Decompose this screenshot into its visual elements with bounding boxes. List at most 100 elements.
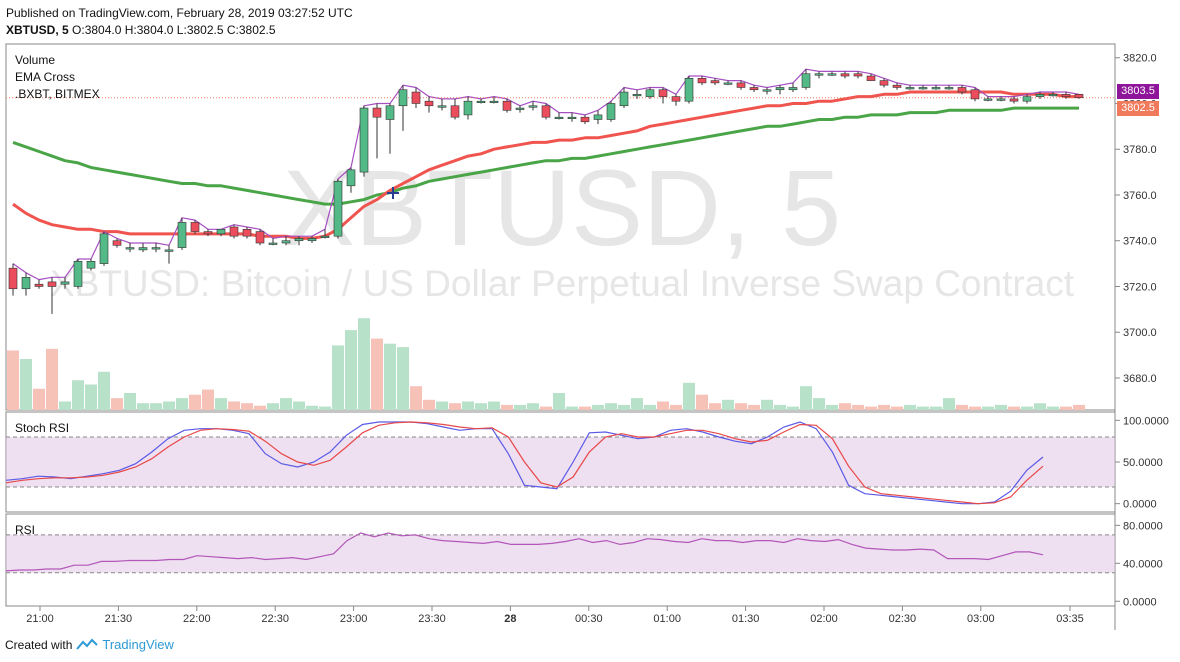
volume-bar — [774, 404, 786, 410]
volume-bar — [852, 404, 864, 410]
candle-body — [73, 261, 83, 287]
candle-body — [255, 231, 265, 244]
candle-body — [697, 78, 707, 84]
low-label: L: — [176, 23, 187, 37]
volume-bar — [33, 388, 45, 410]
candle-body — [1022, 96, 1032, 102]
candle-body — [1061, 94, 1071, 97]
series-line-k — [5, 421, 1044, 505]
candle-body — [190, 222, 200, 232]
price-tick-label: 3740.0 — [1123, 236, 1157, 248]
series-line-rsi — [5, 532, 1044, 572]
candle-body — [775, 87, 785, 91]
close-value: 3802.5 — [238, 23, 276, 37]
time-tick-label: 02:00 — [810, 613, 838, 625]
volume-bar — [20, 359, 32, 410]
volume-bar — [241, 403, 253, 410]
candle-body — [554, 116, 564, 119]
volume-bar — [787, 406, 799, 410]
published-line: Published on TradingView.com, February 2… — [6, 6, 353, 20]
legend-volume[interactable]: Volume — [15, 53, 56, 67]
candle-body — [801, 73, 811, 88]
candle-body — [359, 107, 369, 173]
candle-body — [632, 94, 642, 97]
candle-body — [606, 103, 616, 120]
volume-bar — [150, 403, 162, 410]
indicator-lines — [5, 68, 1115, 572]
volume-bar — [137, 403, 149, 410]
legend-bxbt[interactable]: .BXBT, BITMEX — [15, 87, 100, 101]
time-tick-label: 00:30 — [575, 613, 603, 625]
ema-value-badge: 3803.5 — [1117, 84, 1159, 99]
candle-body — [541, 105, 551, 118]
volume-bar — [1047, 406, 1059, 410]
candle-body — [1009, 98, 1019, 102]
candle-body — [710, 80, 720, 84]
tradingview-brand[interactable]: TradingView — [102, 637, 174, 652]
candle-body — [450, 105, 460, 118]
indicator-tick-label: 0.0000 — [1123, 499, 1157, 511]
price-tick-label: 3700.0 — [1123, 327, 1157, 339]
low-value: 3802.5 — [186, 23, 224, 37]
candle-body — [281, 240, 291, 244]
indicator-bands — [6, 436, 1115, 574]
candle-body — [112, 240, 122, 246]
volume-bar — [1021, 406, 1033, 410]
candle-body — [970, 89, 980, 100]
volume-bar — [72, 380, 84, 410]
volume-bar — [865, 406, 877, 410]
candle-body — [333, 180, 343, 237]
volume-bar — [696, 394, 708, 410]
candle-body — [294, 238, 304, 242]
time-tick-label: 03:35 — [1056, 613, 1084, 625]
candle-body — [268, 242, 278, 245]
watermark-big: XBTUSD, 5 — [283, 147, 841, 268]
time-tick-label: 02:30 — [889, 613, 917, 625]
volume-bar — [1060, 406, 1072, 410]
volume-bar — [592, 404, 604, 410]
candle-body — [944, 87, 954, 90]
candle-body — [125, 247, 135, 250]
last-price-badge: 3802.5 — [1117, 101, 1159, 116]
volume-bar — [982, 406, 994, 410]
candle-body — [47, 281, 57, 287]
volume-bar — [891, 406, 903, 410]
volume-bar — [371, 338, 383, 410]
volume-bar — [579, 406, 591, 410]
volume-bar — [839, 403, 851, 410]
volume-bar — [202, 389, 214, 410]
candle-body — [372, 107, 382, 118]
volume-bar — [449, 403, 461, 410]
symbol-label: XBTUSD, 5 — [6, 23, 69, 37]
candle-body — [34, 283, 44, 287]
volume-bar — [709, 403, 721, 410]
candle-body — [86, 261, 96, 269]
created-with-label: Created with — [5, 637, 73, 652]
volume-bar — [553, 393, 565, 410]
candle-body — [320, 235, 330, 238]
legend-ema-cross[interactable]: EMA Cross — [15, 70, 76, 84]
candle-body — [411, 91, 421, 104]
volume-bar — [813, 398, 825, 410]
rsi-title[interactable]: RSI — [15, 523, 36, 537]
candle-body — [229, 226, 239, 237]
time-tick-label: 22:00 — [183, 613, 211, 625]
indicator-band — [6, 437, 1115, 487]
candle-body — [905, 87, 915, 90]
volume-bar — [540, 406, 552, 410]
open-value: 3804.0 — [84, 23, 122, 37]
volume-bar — [267, 403, 279, 410]
ohlc-line: XBTUSD, 5 O:3804.0 H:3804.0 L:3802.5 C:3… — [6, 23, 276, 37]
ema-fast-line — [12, 90, 1079, 240]
price-tick-label: 3780.0 — [1123, 144, 1157, 156]
volume-bar — [631, 398, 643, 410]
candle-body — [177, 222, 187, 248]
volume-bar — [410, 386, 422, 410]
candle-body — [736, 82, 746, 88]
volume-bar — [85, 384, 97, 410]
candle-body — [502, 100, 512, 111]
candle-body — [463, 100, 473, 116]
volume-bar — [1073, 404, 1085, 410]
stoch-rsi-title[interactable]: Stoch RSI — [15, 421, 70, 435]
